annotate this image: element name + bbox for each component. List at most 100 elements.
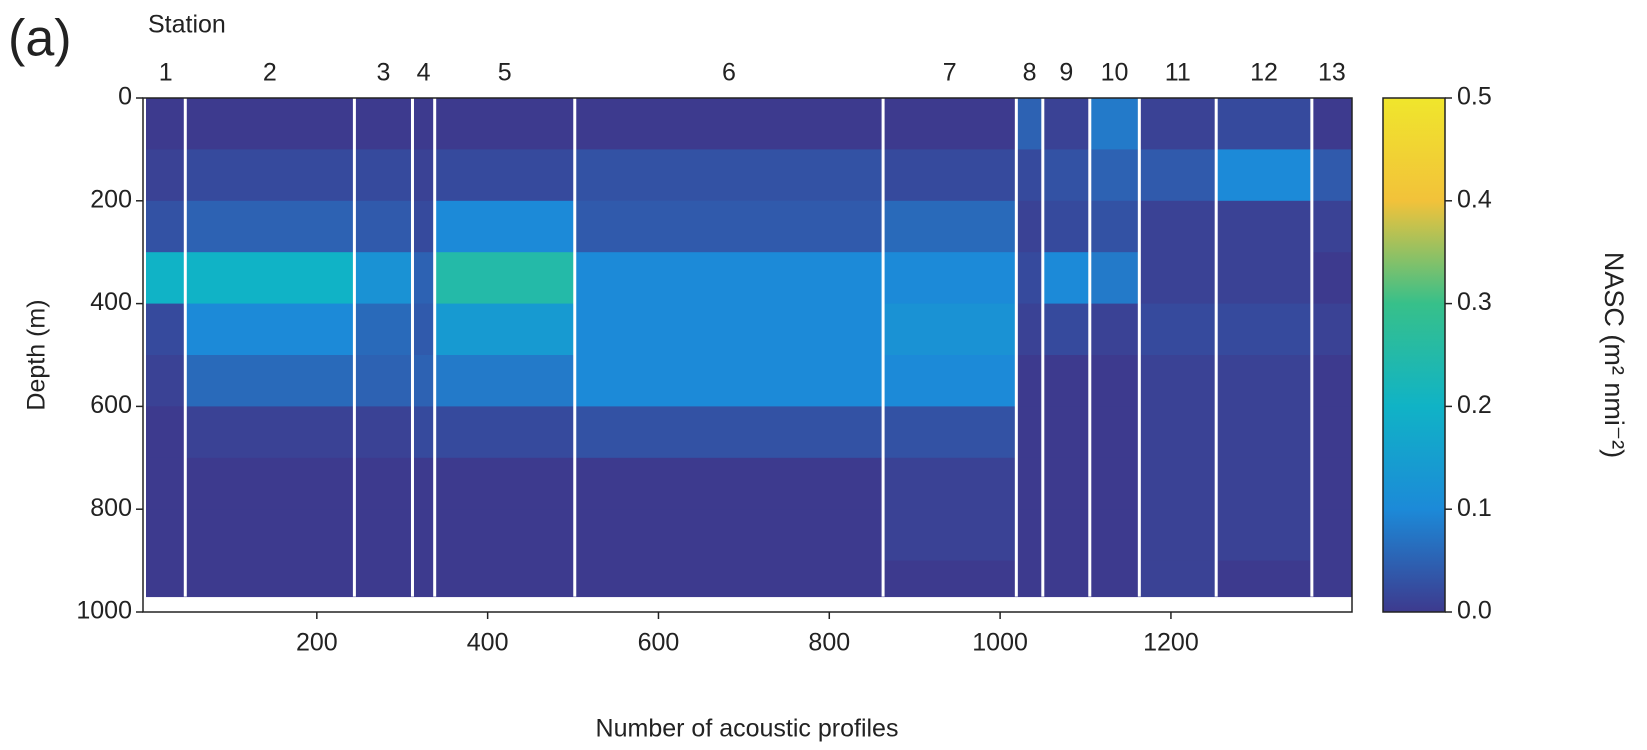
heatmap-cell (883, 98, 1017, 150)
station-label: 5 (498, 59, 512, 87)
heatmap-cell (1089, 252, 1140, 305)
heatmap-cell (434, 509, 576, 562)
heatmap-cell (146, 406, 186, 459)
heatmap-cell (574, 303, 884, 356)
heatmap-cell (434, 560, 576, 598)
station-title: Station (148, 11, 226, 39)
heatmap-cell (1042, 355, 1091, 407)
station-label: 6 (722, 59, 736, 87)
heatmap-cell (354, 303, 413, 356)
heatmap-cell (1311, 560, 1353, 598)
heatmap-cell (146, 149, 186, 202)
heatmap-cell (354, 355, 413, 407)
heatmap-cell (146, 98, 186, 150)
heatmap-cell (412, 98, 436, 150)
heatmap-cell (354, 406, 413, 459)
heatmap-cell (146, 303, 186, 356)
x-tick-label: 1200 (1143, 629, 1199, 657)
heatmap-cell (1311, 98, 1353, 150)
station-label: 8 (1023, 59, 1037, 87)
heatmap-cell (1139, 355, 1217, 407)
heatmap-cell (1016, 406, 1044, 459)
heatmap-cell (434, 98, 576, 150)
heatmap-cell (146, 509, 186, 562)
heatmap-cell (1139, 252, 1217, 305)
heatmap-cell (185, 509, 355, 562)
heatmap-cell (185, 252, 355, 305)
heatmap-cell (1216, 303, 1313, 356)
heatmap-cell (1139, 149, 1217, 202)
heatmap-cell (1042, 457, 1091, 510)
heatmap-cell (1216, 509, 1313, 562)
x-tick-label: 800 (808, 629, 850, 657)
heatmap-cell (1016, 303, 1044, 356)
heatmap-cell (434, 200, 576, 253)
heatmap-cell (883, 200, 1017, 253)
station-label: 13 (1318, 59, 1346, 87)
y-tick-label: 0 (118, 83, 132, 111)
heatmap-cell (574, 355, 884, 407)
heatmap-cell (185, 200, 355, 253)
heatmap-cell (1216, 560, 1313, 598)
heatmap-cell (1042, 303, 1091, 356)
heatmap-cell (883, 355, 1017, 407)
heatmap-cell (883, 560, 1017, 598)
heatmap-cell (1139, 303, 1217, 356)
heatmap-cell (1016, 457, 1044, 510)
heatmap-cell (412, 355, 436, 407)
heatmap-cell (1089, 355, 1140, 407)
station-label: 9 (1059, 59, 1073, 87)
heatmap-cell (1311, 303, 1353, 356)
heatmap-cell (146, 252, 186, 305)
heatmap-cell (1216, 355, 1313, 407)
station-label: 12 (1250, 59, 1278, 87)
heatmap-cell (185, 303, 355, 356)
heatmap-cell (354, 149, 413, 202)
heatmap-cell (1311, 252, 1353, 305)
heatmap-cell (146, 560, 186, 598)
heatmap-cell (1139, 457, 1217, 510)
heatmap-cell (146, 200, 186, 253)
station-label: 4 (417, 59, 431, 87)
heatmap-cell (412, 560, 436, 598)
heatmap-cell (1311, 457, 1353, 510)
heatmap-cell (1139, 200, 1217, 253)
heatmap-cell (1016, 560, 1044, 598)
heatmap-cell (1311, 200, 1353, 253)
heatmap-cell (412, 457, 436, 510)
heatmap-cell (1042, 98, 1091, 150)
heatmap-cell (1042, 406, 1091, 459)
heatmap-cell (434, 457, 576, 510)
heatmap-cell (1311, 509, 1353, 562)
heatmap-cell (434, 252, 576, 305)
heatmap-cell (1042, 149, 1091, 202)
heatmap-cell (1089, 406, 1140, 459)
heatmap-cell (1016, 200, 1044, 253)
heatmap-cell (1311, 149, 1353, 202)
heatmap-cell (1089, 149, 1140, 202)
heatmap-cell (185, 406, 355, 459)
heatmap-cell (185, 560, 355, 598)
colorbar-tick-label: 0.2 (1457, 391, 1492, 419)
heatmap-cell (1216, 200, 1313, 253)
heatmap-cell (1016, 149, 1044, 202)
heatmap-cell (434, 303, 576, 356)
x-tick-label: 400 (467, 629, 509, 657)
heatmap-cell (1139, 406, 1217, 459)
heatmap-cell (574, 560, 884, 598)
heatmap-cell (412, 252, 436, 305)
y-tick-label: 200 (90, 185, 132, 213)
heatmap-cell (185, 457, 355, 510)
heatmap-cell (574, 509, 884, 562)
heatmap-cell (574, 98, 884, 150)
heatmap-cell (185, 355, 355, 407)
heatmap-cell (185, 149, 355, 202)
heatmap-cell (1016, 509, 1044, 562)
heatmap-cell (1089, 303, 1140, 356)
panel-label: (a) (8, 10, 72, 68)
heatmap-cell (146, 355, 186, 407)
heatmap-cell (883, 252, 1017, 305)
station-label: 2 (263, 59, 277, 87)
